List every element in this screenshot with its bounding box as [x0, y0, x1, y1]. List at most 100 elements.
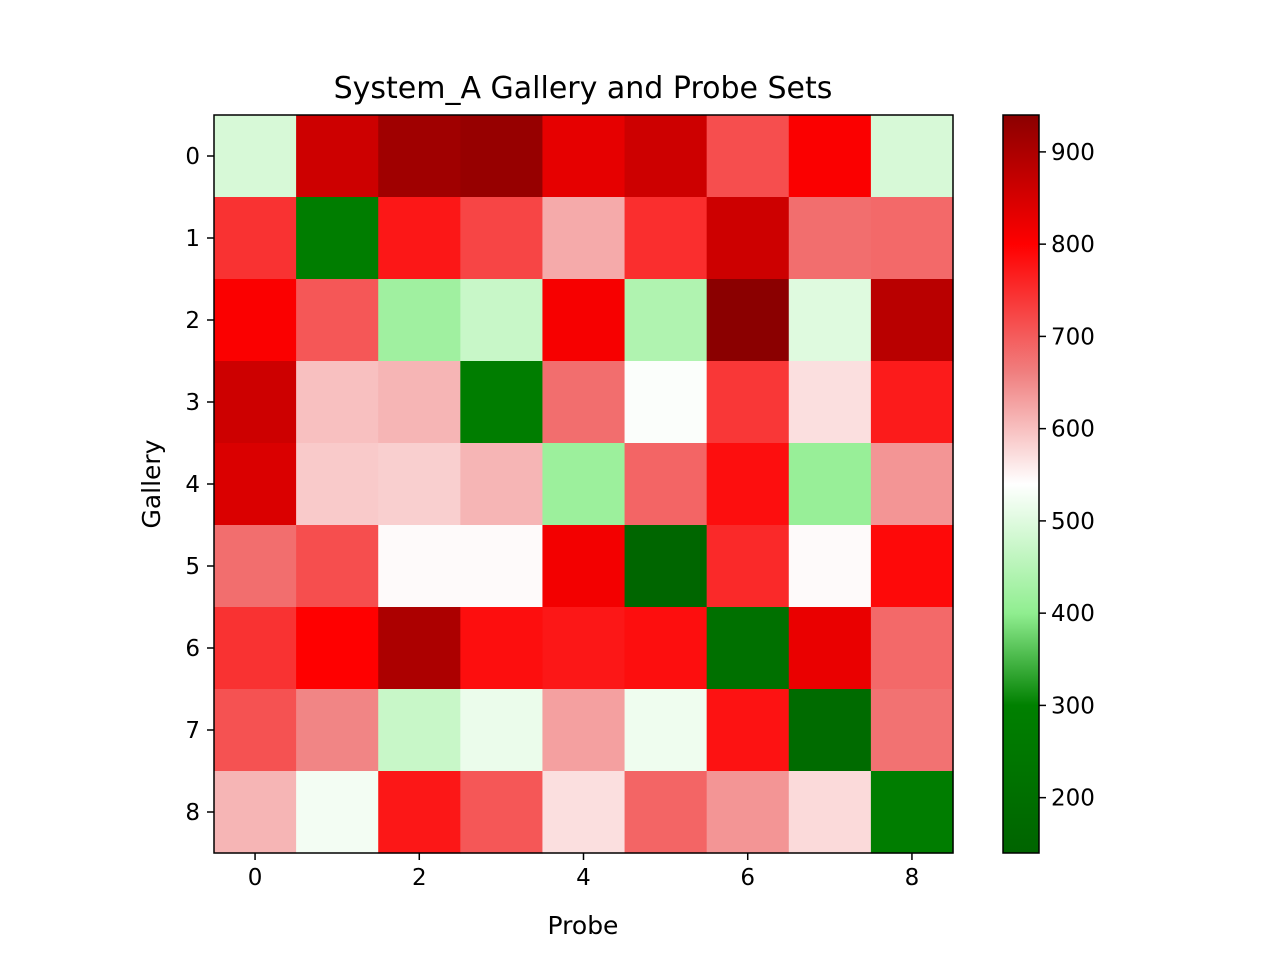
heatmap-cell	[788, 689, 872, 772]
heatmap-cell	[214, 607, 297, 690]
heatmap-cell	[788, 771, 872, 854]
heatmap-cell	[870, 525, 954, 608]
heatmap-cell	[296, 115, 379, 198]
heatmap-cell	[624, 115, 708, 198]
colorbar-tick-label: 200	[1051, 786, 1095, 812]
colorbar-tick-label: 500	[1051, 509, 1095, 535]
heatmap-cell	[706, 279, 790, 362]
heatmap-cell	[378, 115, 461, 198]
heatmap-cell	[706, 115, 790, 198]
heatmap-cell	[378, 443, 461, 526]
heatmap-cell	[460, 771, 544, 854]
heatmap-cell	[870, 279, 954, 362]
heatmap-cell	[378, 607, 461, 690]
colorbar	[1002, 114, 1040, 854]
chart-title: System_A Gallery and Probe Sets	[334, 71, 833, 106]
heatmap-cell	[706, 525, 790, 608]
x-tick-label: 0	[248, 865, 263, 891]
y-tick-label: 4	[185, 472, 200, 498]
heatmap-cell	[460, 607, 544, 690]
x-axis-label: Probe	[548, 911, 619, 940]
heatmap-cell	[296, 771, 379, 854]
heatmap-cell	[460, 443, 544, 526]
heatmap-cell	[788, 525, 872, 608]
heatmap-cell	[706, 689, 790, 772]
heatmap-cell	[296, 689, 379, 772]
heatmap-cell	[214, 361, 297, 444]
heatmap-cell	[296, 607, 379, 690]
y-tick-label: 1	[185, 226, 200, 252]
heatmap-cell	[624, 689, 708, 772]
heatmap-cell	[788, 443, 872, 526]
heatmap-cell	[788, 197, 872, 280]
heatmap-cell	[296, 525, 379, 608]
heatmap-cell	[788, 607, 872, 690]
heatmap-cell	[378, 197, 461, 280]
heatmap-cell	[378, 689, 461, 772]
heatmap-cell	[214, 279, 297, 362]
heatmap-cell	[624, 607, 708, 690]
heatmap-cell	[460, 115, 544, 198]
heatmap-cell	[542, 771, 626, 854]
heatmap-cell	[624, 771, 708, 854]
heatmap-cell	[378, 525, 461, 608]
heatmap-cell	[870, 607, 954, 690]
heatmap-cell	[214, 115, 297, 198]
colorbar-tick-label: 400	[1051, 601, 1095, 627]
heatmap-cell	[460, 197, 544, 280]
y-axis-label: Gallery	[137, 439, 166, 528]
y-tick-label: 0	[185, 144, 200, 170]
heatmap-cell	[214, 689, 297, 772]
heatmap-cell	[460, 279, 544, 362]
y-tick-label: 3	[185, 390, 200, 416]
y-tick-label: 5	[185, 554, 200, 580]
heatmap-cell	[214, 771, 297, 854]
heatmap-cell	[788, 361, 872, 444]
heatmap-cell	[378, 279, 461, 362]
heatmap-cell	[706, 361, 790, 444]
heatmap-cell	[624, 197, 708, 280]
x-tick-label: 2	[412, 865, 427, 891]
y-tick-label: 6	[185, 636, 200, 662]
colorbar-ticks: 200 300 400 500 600 700 800 900	[1039, 140, 1095, 812]
y-tick-label: 2	[185, 308, 200, 334]
heatmap-cell	[542, 279, 626, 362]
x-tick-label: 8	[905, 865, 920, 891]
heatmap-cell	[296, 279, 379, 362]
heatmap-cell	[624, 443, 708, 526]
heatmap-cell	[460, 361, 544, 444]
heatmap-cell	[624, 361, 708, 444]
heatmap-cell	[706, 443, 790, 526]
heatmap-cell	[870, 689, 954, 772]
heatmap-cell	[296, 361, 379, 444]
y-tick-label: 7	[185, 718, 200, 744]
heatmap-cell	[378, 771, 461, 854]
heatmap-cell	[542, 525, 626, 608]
heatmap-cell	[214, 525, 297, 608]
y-axis: 0 1 2 3 4 5 6 7 8	[185, 144, 214, 826]
heatmap-cell	[870, 115, 954, 198]
heatmap-cell	[214, 197, 297, 280]
x-tick-label: 6	[740, 865, 755, 891]
heatmap-cell	[214, 443, 297, 526]
heatmap-cell	[788, 115, 872, 198]
heatmap-cell	[542, 689, 626, 772]
heatmap-cell	[542, 607, 626, 690]
heatmap-cell	[460, 525, 544, 608]
heatmap-cell	[870, 197, 954, 280]
x-tick-label: 4	[576, 865, 591, 891]
heatmap-cell	[542, 361, 626, 444]
heatmap-cell	[296, 443, 379, 526]
heatmap-cell	[870, 443, 954, 526]
heatmap-cell	[460, 689, 544, 772]
heatmap-cell	[870, 771, 954, 854]
heatmap-cell	[542, 115, 626, 198]
colorbar-tick-label: 600	[1051, 417, 1095, 443]
heatmap-cell	[870, 361, 954, 444]
x-axis: 0 2 4 6 8	[248, 853, 920, 891]
colorbar-tick-label: 700	[1051, 324, 1095, 350]
heatmap-cell	[706, 771, 790, 854]
colorbar-tick-label: 800	[1051, 232, 1095, 258]
heatmap-cell	[706, 607, 790, 690]
